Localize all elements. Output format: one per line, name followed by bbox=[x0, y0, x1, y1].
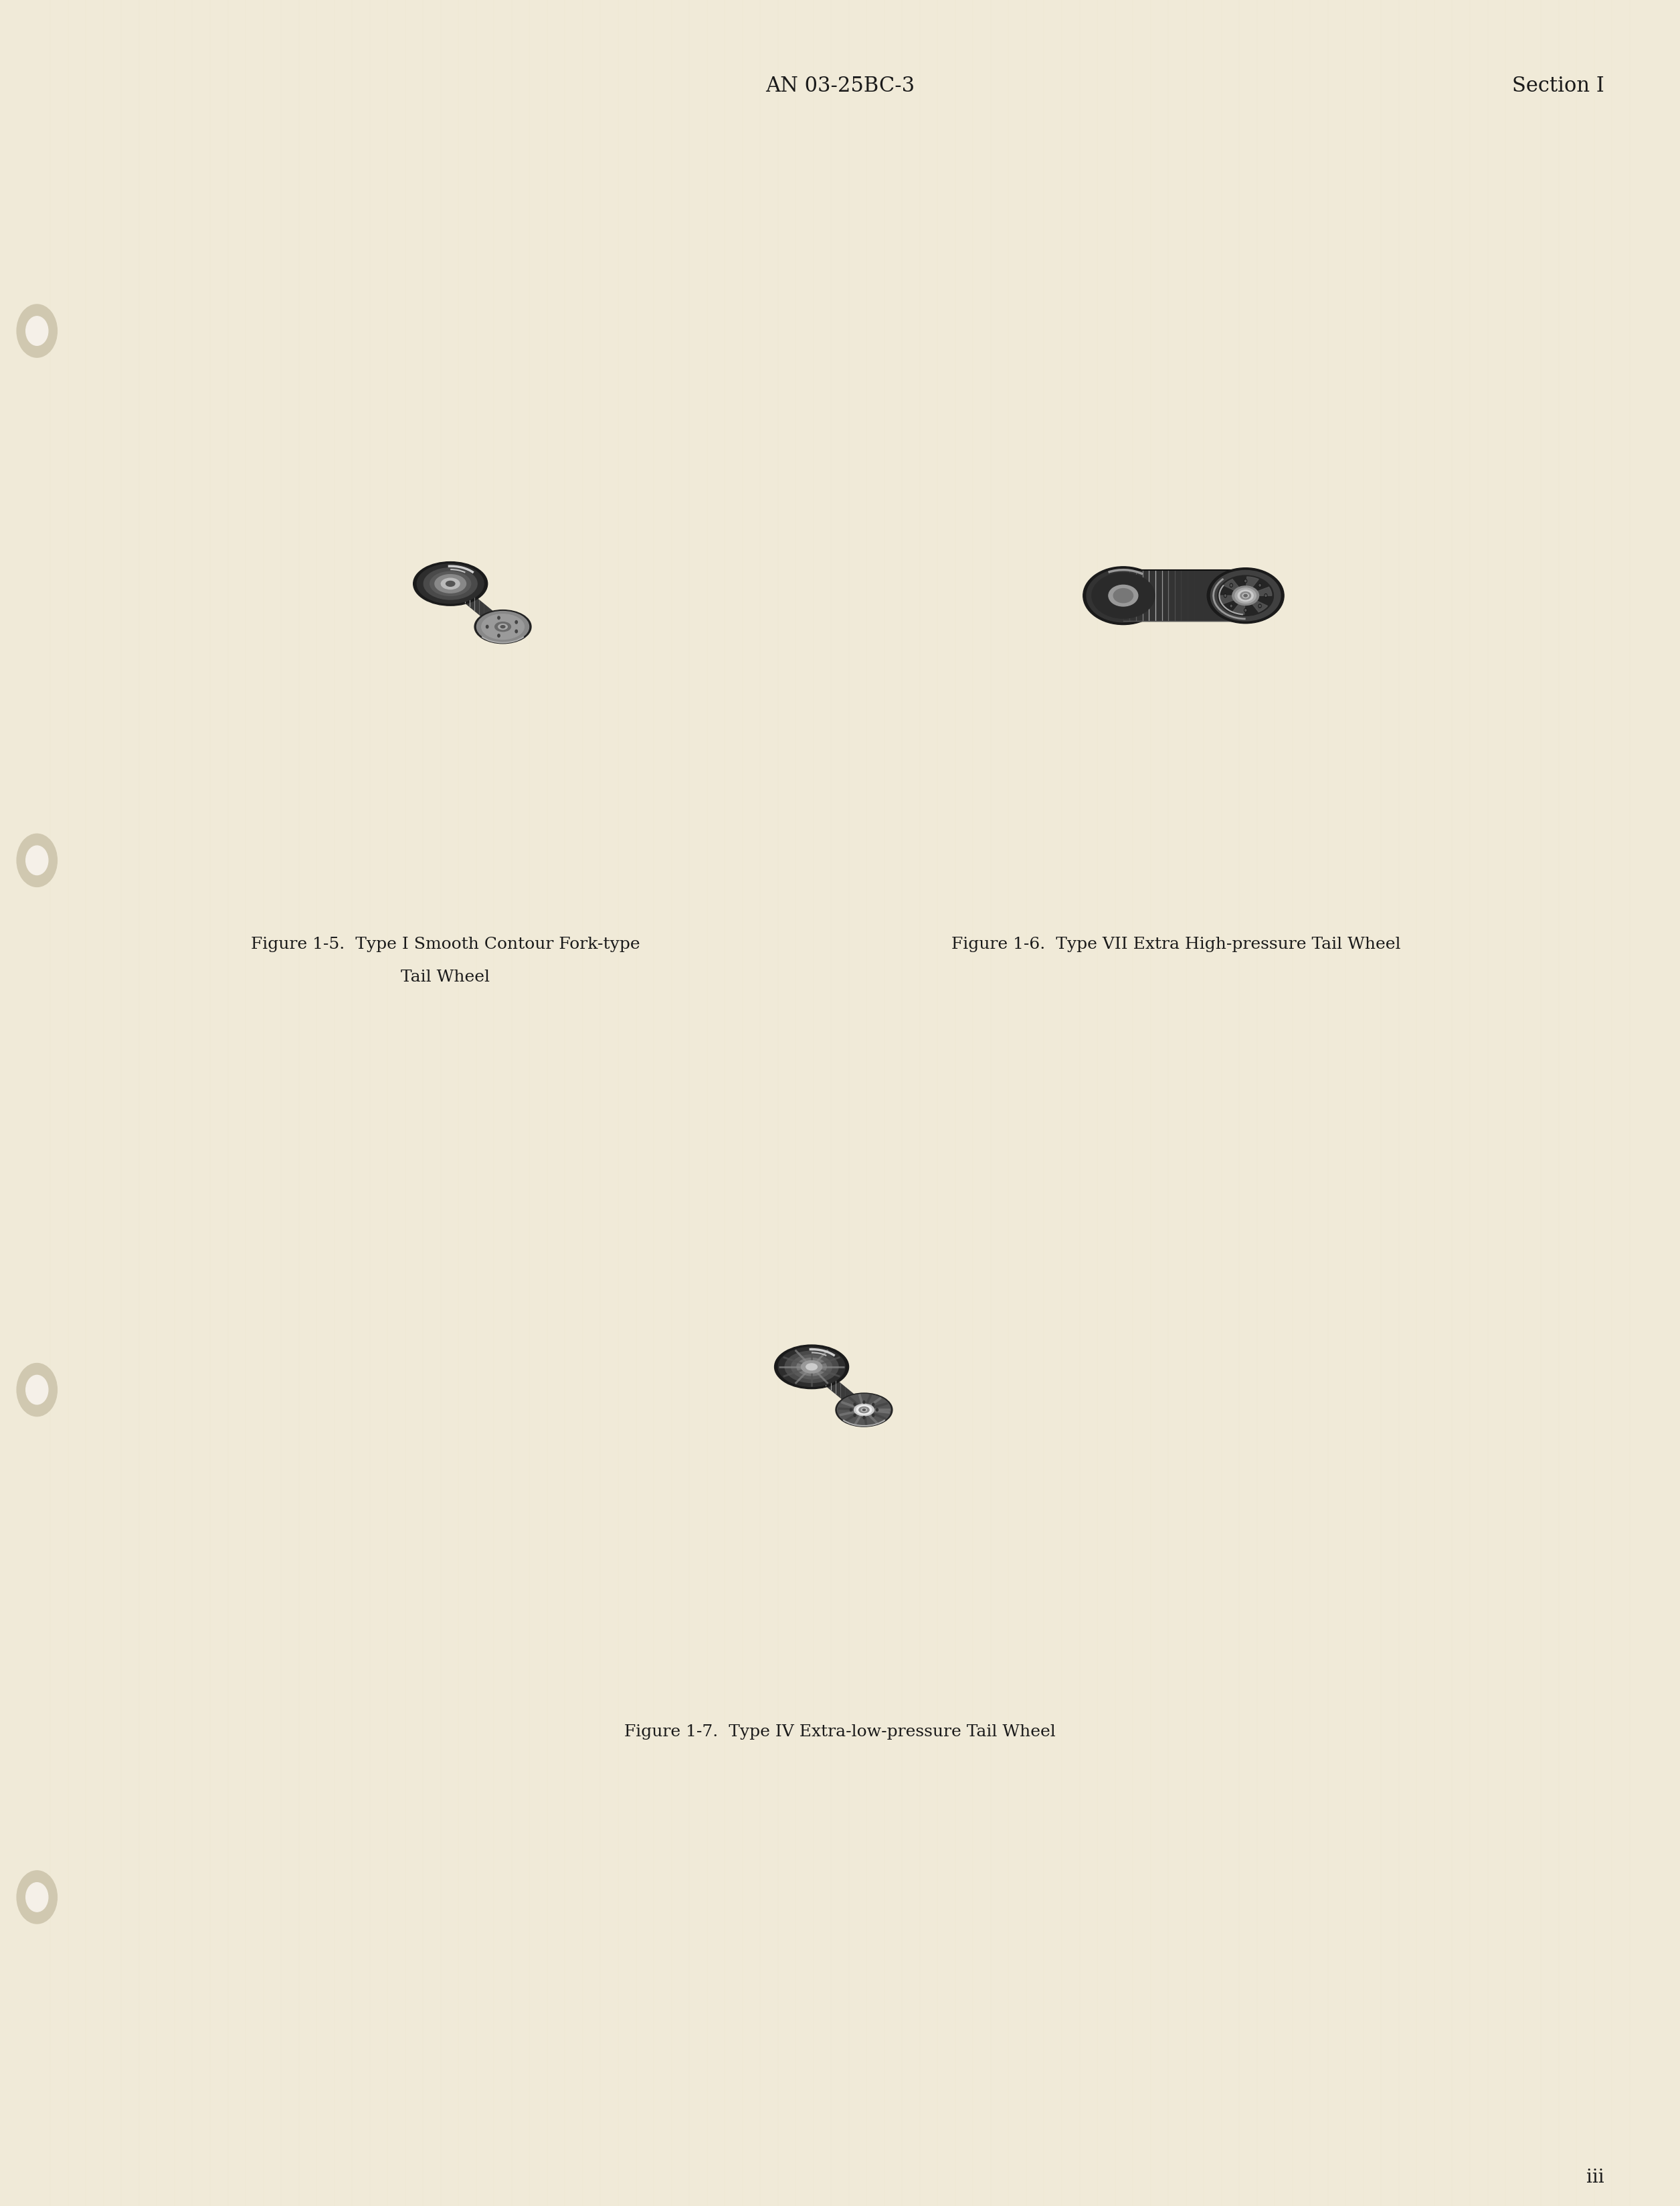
Ellipse shape bbox=[1235, 589, 1257, 602]
Ellipse shape bbox=[435, 576, 465, 593]
Ellipse shape bbox=[496, 622, 511, 631]
Ellipse shape bbox=[440, 578, 460, 589]
Polygon shape bbox=[1124, 571, 1245, 620]
Ellipse shape bbox=[417, 565, 484, 604]
Ellipse shape bbox=[445, 580, 455, 587]
Ellipse shape bbox=[501, 624, 506, 629]
Ellipse shape bbox=[423, 567, 477, 600]
Circle shape bbox=[853, 1403, 855, 1405]
Circle shape bbox=[516, 620, 517, 624]
Ellipse shape bbox=[474, 609, 531, 644]
Ellipse shape bbox=[1211, 571, 1280, 620]
Ellipse shape bbox=[853, 1403, 874, 1416]
Ellipse shape bbox=[1238, 589, 1253, 602]
Ellipse shape bbox=[805, 1363, 818, 1370]
Circle shape bbox=[25, 845, 49, 876]
Circle shape bbox=[25, 1374, 49, 1405]
Text: AN 03-25BC-3: AN 03-25BC-3 bbox=[766, 75, 914, 97]
Ellipse shape bbox=[1099, 578, 1147, 613]
Polygon shape bbox=[1220, 596, 1236, 604]
Circle shape bbox=[17, 304, 57, 357]
Ellipse shape bbox=[791, 1354, 832, 1379]
Ellipse shape bbox=[785, 1350, 838, 1383]
Ellipse shape bbox=[1218, 576, 1273, 615]
Text: Figure 1-7.  Type IV Extra-low-pressure Tail Wheel: Figure 1-7. Type IV Extra-low-pressure T… bbox=[625, 1725, 1055, 1738]
Circle shape bbox=[875, 1410, 879, 1412]
Circle shape bbox=[1230, 604, 1233, 607]
Text: Tail Wheel: Tail Wheel bbox=[402, 971, 489, 984]
Circle shape bbox=[864, 1416, 865, 1418]
Circle shape bbox=[25, 315, 49, 346]
Text: iii: iii bbox=[1586, 2168, 1604, 2186]
Ellipse shape bbox=[858, 1407, 869, 1412]
Circle shape bbox=[1265, 593, 1267, 598]
Circle shape bbox=[17, 1871, 57, 1924]
Ellipse shape bbox=[857, 1405, 872, 1414]
Ellipse shape bbox=[1208, 567, 1284, 624]
Ellipse shape bbox=[1243, 593, 1247, 598]
Polygon shape bbox=[1250, 600, 1267, 611]
Text: Figure 1-6.  Type VII Extra High-pressure Tail Wheel: Figure 1-6. Type VII Extra High-pressure… bbox=[951, 938, 1401, 951]
Circle shape bbox=[1230, 585, 1233, 587]
Ellipse shape bbox=[806, 1363, 816, 1370]
Ellipse shape bbox=[1231, 587, 1258, 604]
Circle shape bbox=[516, 631, 517, 633]
Polygon shape bbox=[1233, 602, 1245, 615]
Ellipse shape bbox=[796, 1359, 827, 1377]
Ellipse shape bbox=[774, 1346, 848, 1390]
Polygon shape bbox=[1247, 576, 1258, 589]
Circle shape bbox=[864, 1401, 865, 1403]
Ellipse shape bbox=[778, 1348, 845, 1388]
Text: Section I: Section I bbox=[1512, 75, 1604, 97]
Ellipse shape bbox=[444, 580, 457, 587]
Ellipse shape bbox=[862, 1407, 867, 1412]
Ellipse shape bbox=[1243, 593, 1248, 598]
Ellipse shape bbox=[430, 571, 470, 596]
Circle shape bbox=[850, 1410, 852, 1412]
Circle shape bbox=[872, 1414, 874, 1416]
Ellipse shape bbox=[1109, 585, 1137, 607]
Circle shape bbox=[497, 615, 501, 620]
Circle shape bbox=[1258, 604, 1262, 607]
Circle shape bbox=[1225, 593, 1226, 598]
Ellipse shape bbox=[1087, 569, 1159, 622]
Ellipse shape bbox=[835, 1392, 892, 1427]
Ellipse shape bbox=[1114, 589, 1132, 602]
Ellipse shape bbox=[499, 624, 507, 629]
Ellipse shape bbox=[1092, 574, 1154, 618]
Ellipse shape bbox=[477, 611, 529, 642]
Ellipse shape bbox=[837, 1394, 890, 1425]
Circle shape bbox=[872, 1403, 874, 1405]
Ellipse shape bbox=[1240, 591, 1252, 600]
Circle shape bbox=[1245, 580, 1247, 582]
Ellipse shape bbox=[1084, 567, 1164, 624]
Polygon shape bbox=[1223, 580, 1240, 591]
Circle shape bbox=[17, 1363, 57, 1416]
Polygon shape bbox=[450, 576, 502, 633]
Circle shape bbox=[853, 1414, 855, 1416]
Circle shape bbox=[497, 633, 501, 638]
Circle shape bbox=[25, 1882, 49, 1913]
Polygon shape bbox=[811, 1359, 864, 1416]
Ellipse shape bbox=[442, 578, 460, 589]
Polygon shape bbox=[1255, 587, 1272, 596]
Circle shape bbox=[1245, 609, 1247, 611]
Ellipse shape bbox=[435, 574, 465, 593]
Circle shape bbox=[17, 834, 57, 887]
Ellipse shape bbox=[801, 1361, 822, 1372]
Circle shape bbox=[486, 624, 489, 629]
Ellipse shape bbox=[413, 563, 487, 607]
Circle shape bbox=[1258, 585, 1262, 587]
Ellipse shape bbox=[801, 1361, 822, 1372]
Ellipse shape bbox=[482, 613, 524, 640]
Text: Figure 1-5.  Type I Smooth Contour Fork-type: Figure 1-5. Type I Smooth Contour Fork-t… bbox=[250, 938, 640, 951]
